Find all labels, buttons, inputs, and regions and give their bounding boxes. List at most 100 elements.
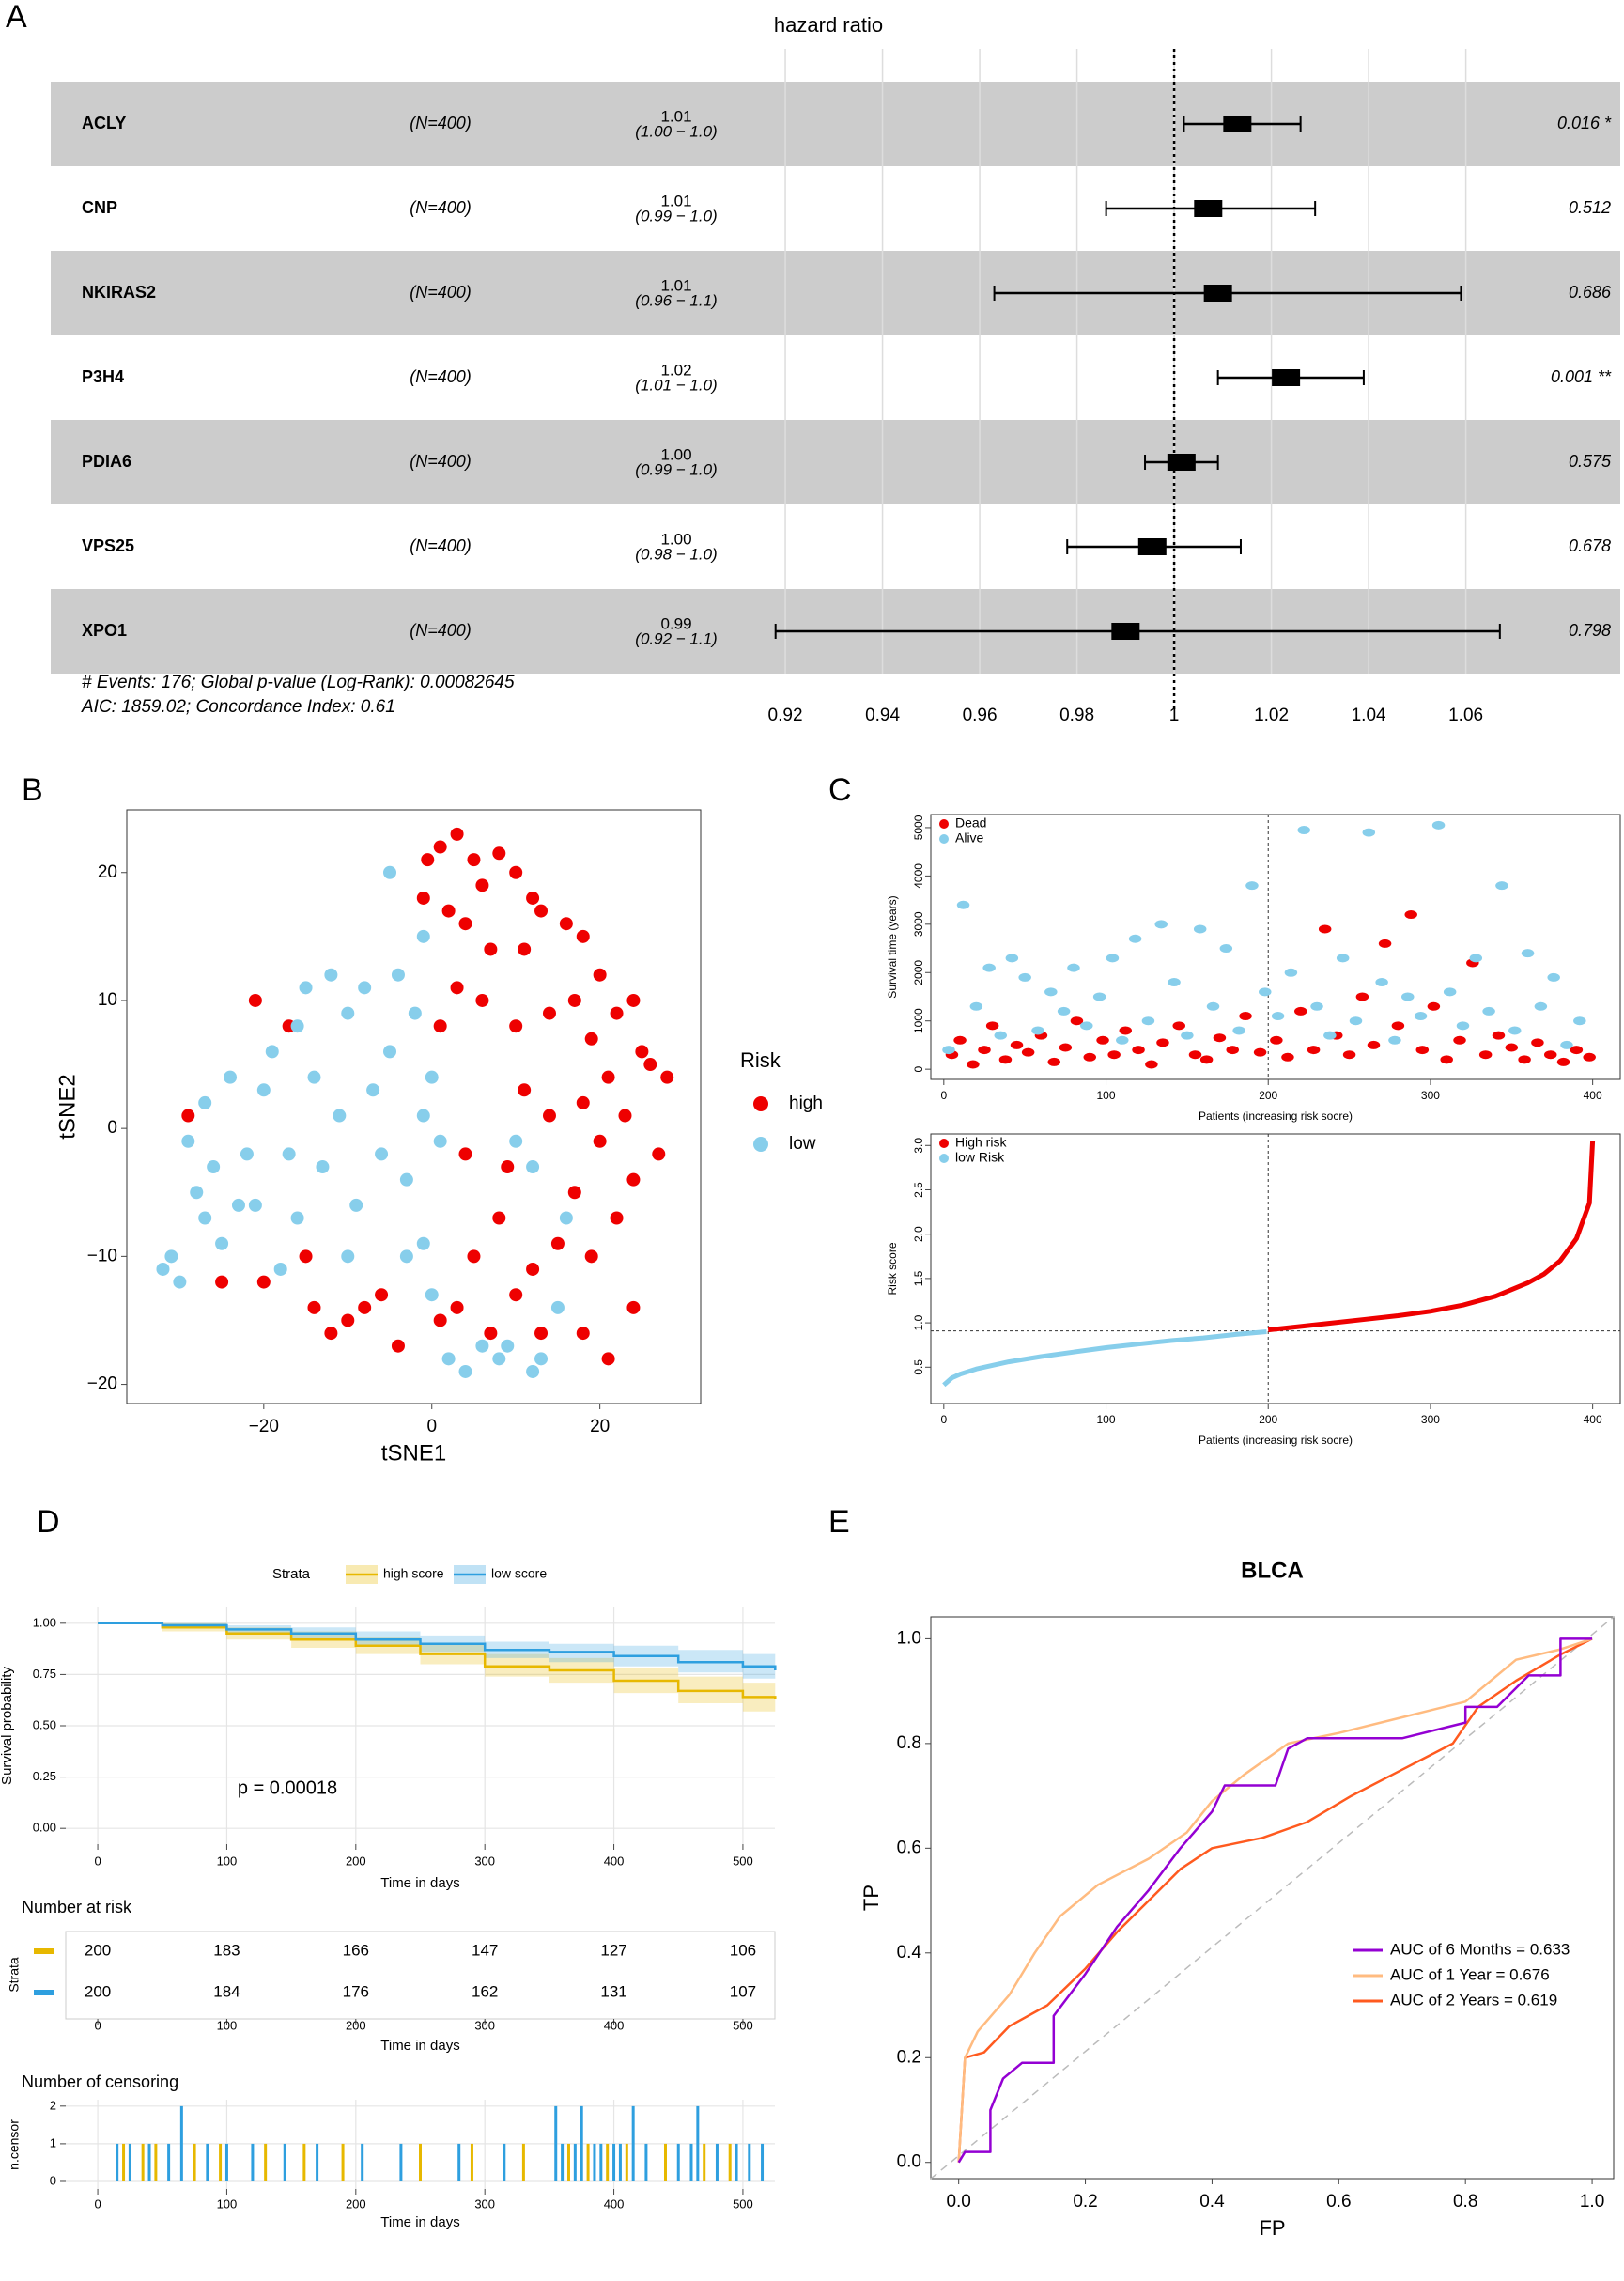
point bbox=[475, 993, 489, 1007]
point bbox=[518, 942, 532, 956]
row-n: (N=400) bbox=[410, 114, 472, 132]
y-tick-label: 1.0 bbox=[912, 1314, 925, 1330]
point bbox=[1181, 1031, 1194, 1040]
point bbox=[1092, 992, 1106, 1001]
series-line bbox=[942, 1329, 1267, 1388]
series-line bbox=[957, 1637, 1593, 2163]
y-tick-label: 2000 bbox=[912, 960, 925, 985]
point bbox=[1281, 1052, 1294, 1062]
point bbox=[501, 1339, 515, 1353]
hr-label: 1.01 bbox=[660, 107, 691, 125]
y-axis-label: Survival time (years) bbox=[886, 895, 899, 998]
x-tick-label: 0.6 bbox=[1326, 2192, 1351, 2211]
point bbox=[190, 1186, 204, 1200]
x-tick-label: 200 bbox=[1259, 1413, 1277, 1426]
hr-label: 1.01 bbox=[660, 276, 691, 294]
y-tick-label: 10 bbox=[98, 990, 117, 1010]
y-tick-label: −10 bbox=[87, 1246, 117, 1265]
point bbox=[534, 1327, 549, 1341]
x-tick-label: 200 bbox=[346, 2196, 366, 2211]
x-tick-label: 1.0 bbox=[1580, 2192, 1604, 2211]
point bbox=[593, 1134, 607, 1148]
p-value: 0.016 * bbox=[1557, 114, 1612, 132]
p-value: 0.001 ** bbox=[1551, 367, 1612, 386]
risk-count: 183 bbox=[213, 1941, 240, 1959]
point bbox=[475, 878, 489, 892]
point bbox=[475, 1339, 489, 1353]
point bbox=[358, 1300, 372, 1314]
x-axis-label: Time in days bbox=[380, 1875, 459, 1891]
point bbox=[1310, 1001, 1323, 1011]
x-tick-label: 0 bbox=[94, 2018, 101, 2032]
point bbox=[1378, 939, 1392, 948]
y-axis-label: n.censor bbox=[7, 2119, 22, 2170]
x-tick-label: 0.98 bbox=[1059, 706, 1094, 725]
point bbox=[256, 1083, 271, 1097]
x-tick-label: 0.96 bbox=[963, 706, 998, 725]
point bbox=[307, 1070, 321, 1084]
point bbox=[542, 1006, 556, 1020]
panel-label: C bbox=[828, 772, 852, 808]
point bbox=[1271, 1012, 1285, 1021]
point bbox=[509, 865, 523, 879]
y-tick-label: 1000 bbox=[912, 1008, 925, 1033]
point bbox=[1018, 972, 1031, 982]
point bbox=[375, 1288, 389, 1302]
point bbox=[518, 1083, 532, 1097]
point bbox=[1482, 1006, 1495, 1016]
point bbox=[643, 1058, 657, 1072]
point bbox=[626, 1300, 641, 1314]
y-tick-label: 0.75 bbox=[33, 1667, 56, 1681]
point bbox=[1080, 1021, 1093, 1031]
point bbox=[425, 1288, 439, 1302]
point bbox=[526, 1364, 540, 1378]
y-tick-label: 0.00 bbox=[33, 1821, 56, 1835]
legend-label: AUC of 6 Months = 0.633 bbox=[1390, 1940, 1570, 1958]
point bbox=[982, 963, 996, 972]
point bbox=[953, 1035, 967, 1045]
row-n: (N=400) bbox=[410, 283, 472, 302]
point bbox=[265, 1045, 279, 1059]
point bbox=[1156, 1038, 1169, 1047]
risk-count: 166 bbox=[343, 1941, 369, 1959]
risk-count: 127 bbox=[600, 1941, 626, 1959]
hr-label: 1.02 bbox=[660, 361, 691, 379]
point bbox=[1219, 944, 1233, 954]
point bbox=[1323, 1031, 1337, 1040]
point bbox=[240, 1147, 254, 1161]
point bbox=[1107, 1050, 1121, 1060]
ci-label: (0.92 − 1.1) bbox=[635, 629, 717, 647]
x-tick-label: 300 bbox=[474, 1854, 495, 1868]
hr-box bbox=[1137, 538, 1167, 555]
y-tick-label: 0.0 bbox=[897, 2152, 921, 2172]
row-name: XPO1 bbox=[82, 621, 127, 640]
legend-title: Strata bbox=[272, 1566, 311, 1582]
legend-swatch bbox=[939, 1139, 949, 1148]
point bbox=[1388, 1035, 1401, 1045]
y-axis-label: Strata bbox=[7, 1957, 22, 1993]
risk-count: 200 bbox=[85, 1982, 111, 2000]
x-tick-label: 400 bbox=[604, 2196, 625, 2211]
ci-label: (0.99 − 1.0) bbox=[635, 460, 717, 478]
row-name: ACLY bbox=[82, 114, 126, 132]
y-tick-label: 0.8 bbox=[897, 1733, 921, 1753]
x-tick-label: 0.4 bbox=[1199, 2192, 1225, 2211]
point bbox=[559, 1211, 573, 1225]
point bbox=[1141, 1016, 1155, 1026]
y-tick-label: 0.4 bbox=[897, 1943, 922, 1963]
point bbox=[942, 1046, 955, 1055]
y-tick-label: 0 bbox=[107, 1118, 117, 1138]
hr-box bbox=[1272, 369, 1301, 386]
row-name: VPS25 bbox=[82, 536, 134, 555]
panel-label: E bbox=[828, 1504, 850, 1540]
point bbox=[1342, 1050, 1356, 1060]
point bbox=[1415, 1046, 1430, 1055]
point bbox=[1096, 1035, 1109, 1045]
point bbox=[358, 981, 372, 995]
risk-count: 147 bbox=[472, 1941, 498, 1959]
point bbox=[1375, 978, 1388, 987]
point bbox=[1453, 1035, 1466, 1045]
legend-label: low bbox=[789, 1134, 816, 1154]
hr-box bbox=[1111, 623, 1140, 640]
x-tick-label: 1 bbox=[1169, 706, 1180, 725]
